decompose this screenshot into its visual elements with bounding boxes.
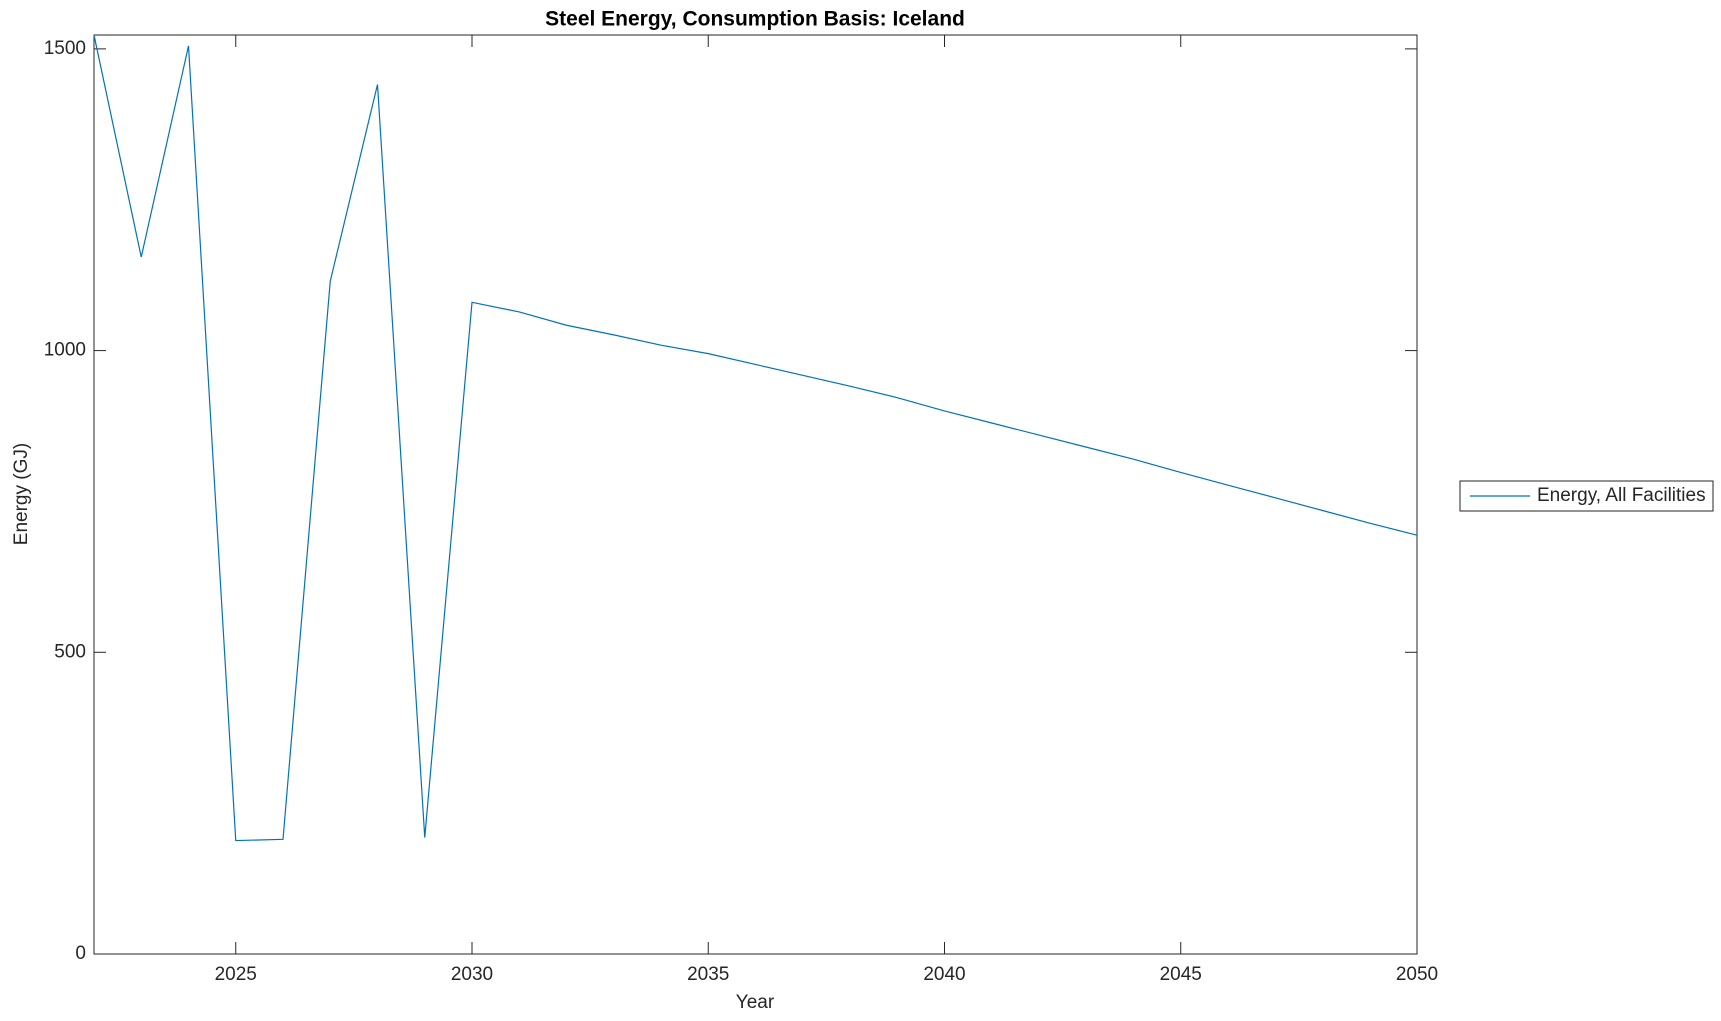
y-tick-label: 1500 — [44, 38, 86, 59]
x-tick-label: 2045 — [1160, 964, 1202, 985]
y-axis-label: Energy (GJ) — [11, 443, 32, 545]
y-tick-label: 0 — [75, 943, 86, 964]
x-tick-label: 2030 — [451, 964, 493, 985]
data-line — [93, 34, 1418, 842]
chart-title: Steel Energy, Consumption Basis: Iceland — [545, 8, 965, 31]
y-tick-label: 1000 — [44, 340, 86, 361]
x-tick-label: 2050 — [1396, 964, 1438, 985]
legend-label: Energy, All Facilities — [1537, 485, 1706, 506]
x-axis-label: Year — [736, 992, 775, 1013]
plot-frame — [93, 34, 1418, 955]
x-tick-label: 2035 — [687, 964, 729, 985]
y-tick-label: 500 — [54, 641, 86, 662]
x-tick-label: 2040 — [923, 964, 965, 985]
x-tick-label: 2025 — [215, 964, 257, 985]
